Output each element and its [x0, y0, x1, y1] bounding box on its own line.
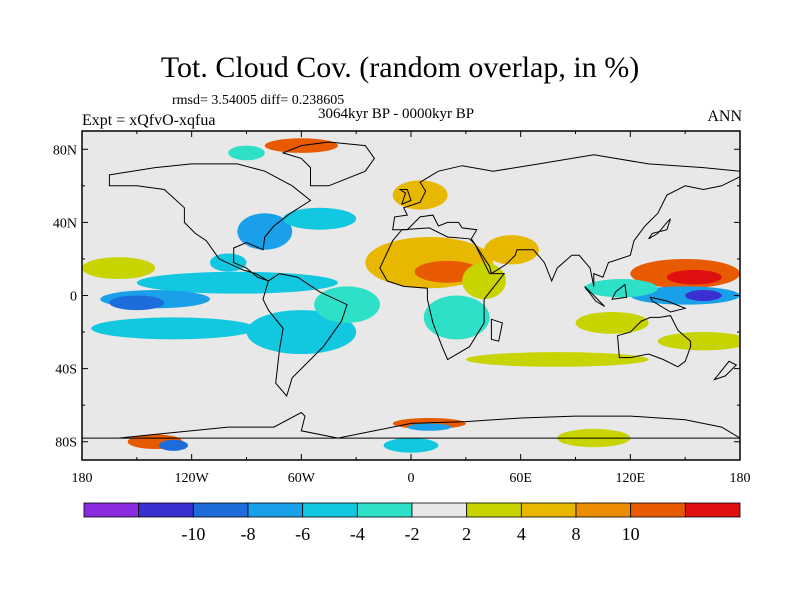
coastline: [611, 283, 628, 300]
colorbar-label: -2: [405, 524, 420, 544]
anomaly-patch: [584, 279, 658, 298]
colorbar-label: -6: [295, 524, 310, 544]
colorbar-label: 10: [622, 524, 640, 544]
coastline: [648, 218, 671, 240]
anomaly-patch: [109, 295, 165, 311]
anomaly-patch: [82, 257, 156, 280]
coastline: [649, 296, 687, 313]
lon-tick-label: 60E: [509, 471, 532, 486]
coastline: [82, 411, 740, 439]
coastline: [262, 273, 348, 398]
colorbar-swatch: [356, 502, 413, 518]
lat-tick-label: 0: [70, 290, 77, 305]
anomaly-patch: [392, 180, 448, 210]
anomaly-patch: [407, 423, 452, 431]
anomaly-patch: [575, 311, 649, 334]
coastline: [398, 189, 412, 205]
anomaly-patch: [283, 207, 357, 230]
anomaly-patch: [685, 290, 722, 301]
colorbar-swatch: [520, 502, 577, 518]
lon-tick-label: 180: [730, 471, 751, 486]
lon-tick-label: 120W: [175, 471, 210, 486]
anomaly-layer: [82, 138, 740, 453]
lat-tick-label: 80N: [53, 143, 77, 158]
coastline: [379, 227, 506, 361]
colorbar-swatch: [192, 502, 249, 518]
colorbar-swatch: [83, 502, 140, 518]
lon-tick-label: 0: [408, 471, 415, 486]
coastline: [712, 360, 738, 381]
anomaly-patch: [465, 352, 649, 367]
coastline: [108, 163, 312, 282]
anomaly-patch: [666, 269, 722, 285]
coastline: [616, 315, 692, 368]
colorbar-swatch: [466, 502, 522, 518]
colorbar-label: 4: [517, 524, 526, 544]
colorbar-swatch: [684, 502, 741, 518]
coastline: [490, 318, 503, 342]
colorbar-swatch: [302, 502, 358, 518]
experiment-label: Expt = xQfvO-xqfua: [82, 112, 216, 129]
figure-title: Tot. Cloud Cov. (random overlap, in %): [160, 51, 640, 84]
colorbar-label: 2: [462, 524, 471, 544]
colorbar-swatch: [411, 502, 468, 518]
colorbar-swatch: [138, 502, 194, 518]
colorbar-label: 8: [572, 524, 581, 544]
colorbar-label: -8: [241, 524, 256, 544]
period-label: 3064kyr BP - 0000kyr BP: [318, 106, 475, 122]
anomaly-patch: [158, 439, 189, 451]
lat-tick-label: 40N: [53, 216, 77, 231]
coastline: [281, 141, 376, 187]
anomaly-patch: [246, 310, 357, 354]
colorbar-label: -4: [350, 524, 365, 544]
colorbar-label: -10: [181, 524, 205, 544]
lat-tick-label: 80S: [55, 436, 77, 451]
lat-tick-label: 40S: [55, 363, 77, 378]
colorbar-swatch: [630, 502, 686, 518]
season-label: ANN: [707, 108, 742, 125]
lon-tick-label: 180: [72, 471, 93, 486]
coastline: [584, 286, 606, 307]
colorbar-swatch: [575, 502, 632, 518]
anomaly-patch: [423, 295, 490, 340]
anomaly-patch: [91, 317, 256, 340]
lon-tick-label: 60W: [288, 471, 316, 486]
anomaly-patch: [228, 145, 265, 161]
statistics-label: rmsd= 3.54005 diff= 0.238605: [172, 93, 345, 108]
colorbar-swatch: [247, 502, 304, 518]
coastline: [392, 154, 740, 287]
anomaly-patch: [484, 235, 539, 265]
anomaly-patch: [657, 332, 740, 351]
anomaly-patch: [383, 438, 439, 453]
lon-tick-label: 120E: [616, 471, 646, 486]
anomaly-patch: [136, 271, 338, 294]
